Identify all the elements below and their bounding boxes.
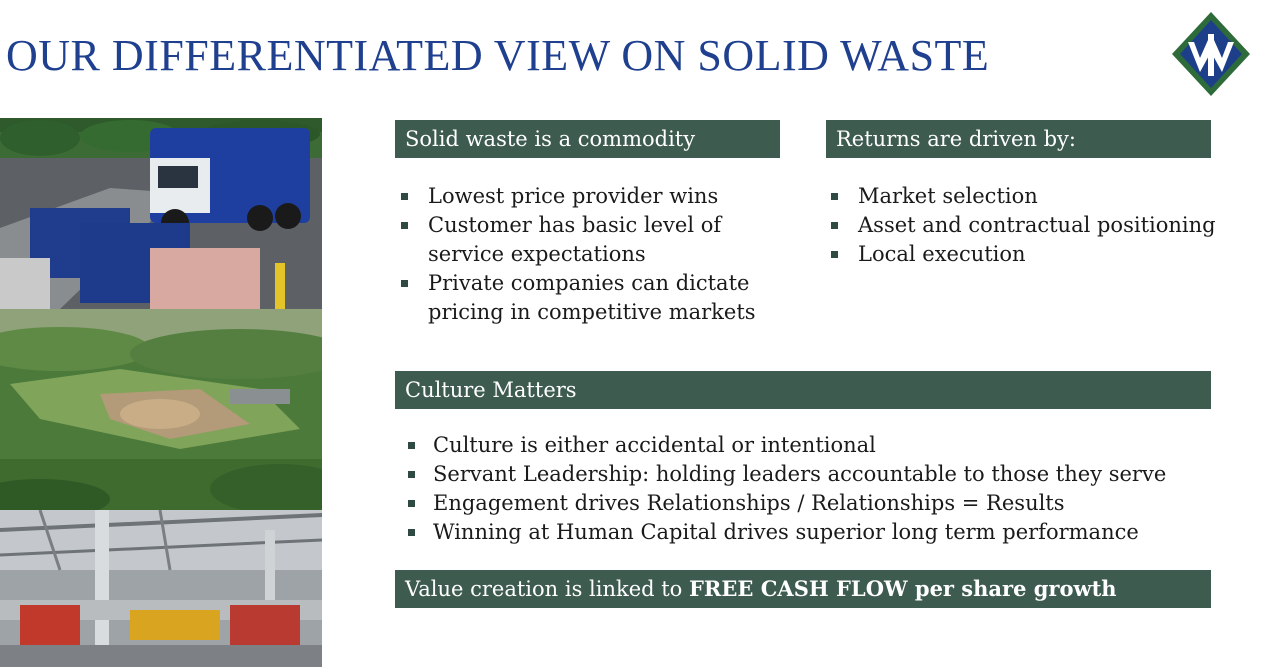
value-creation-bar: Value creation is linked to FREE CASH FL… [395, 570, 1211, 608]
culture-bullet-list: Culture is either accidental or intentio… [405, 431, 1215, 547]
list-item: Local execution [828, 240, 1228, 269]
list-item: Customer has basic level of service expe… [398, 211, 778, 269]
list-item: Asset and contractual positioning [828, 211, 1228, 240]
list-item: Culture is either accidental or intentio… [405, 431, 1215, 460]
list-item: Servant Leadership: holding leaders acco… [405, 460, 1215, 489]
recycling-facility-photo [0, 510, 322, 667]
company-logo [1170, 10, 1252, 98]
value-creation-prefix: Value creation is linked to [405, 577, 690, 601]
garbage-truck-photo [0, 118, 322, 309]
returns-bullet-list: Market selection Asset and contractual p… [828, 182, 1228, 269]
commodity-header: Solid waste is a commodity [395, 120, 780, 158]
landfill-aerial-photo [0, 309, 322, 510]
list-item: Private companies can dictate pricing in… [398, 269, 778, 327]
list-item: Market selection [828, 182, 1228, 211]
commodity-bullet-list: Lowest price provider wins Customer has … [398, 182, 778, 327]
list-item: Winning at Human Capital drives superior… [405, 518, 1215, 547]
returns-header: Returns are driven by: [826, 120, 1211, 158]
culture-header: Culture Matters [395, 371, 1211, 409]
free-cash-flow-emphasis: FREE CASH FLOW per share growth [689, 576, 1117, 601]
list-item: Engagement drives Relationships / Relati… [405, 489, 1215, 518]
slide-title: OUR DIFFERENTIATED VIEW ON SOLID WASTE [6, 31, 990, 80]
list-item: Lowest price provider wins [398, 182, 778, 211]
